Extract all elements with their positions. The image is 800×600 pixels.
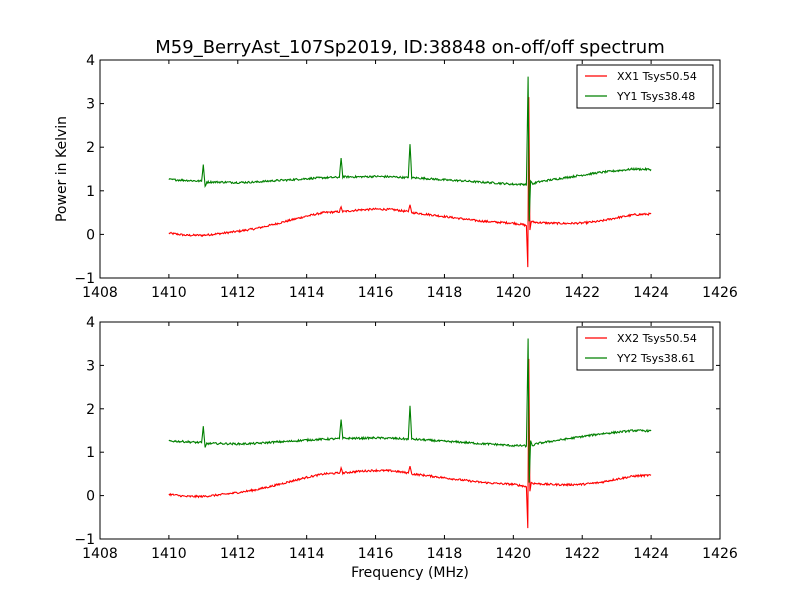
x-tick-label: 1420 xyxy=(496,546,532,562)
x-tick-label: 1424 xyxy=(633,546,669,562)
axes-frame xyxy=(99,321,721,540)
y-tick-label: 4 xyxy=(86,53,95,69)
x-tick-label: 1422 xyxy=(564,285,600,301)
x-tick-label: 1426 xyxy=(702,285,738,301)
y-tick-label: 2 xyxy=(86,140,95,156)
x-tick-label: 1416 xyxy=(358,285,394,301)
x-tick-label: 1408 xyxy=(82,546,118,562)
x-axis-label: Frequency (MHz) xyxy=(351,565,469,581)
y-tick-label: 3 xyxy=(86,358,95,374)
legend: XX2 Tsys50.54 YY2 Tsys38.61 xyxy=(576,326,714,371)
x-tick-label: 1416 xyxy=(358,546,394,562)
legend-label: YY1 Tsys38.48 xyxy=(616,90,695,103)
x-tick-label: 1408 xyxy=(82,285,118,301)
chart-title: M59_BerryAst_107Sp2019, ID:38848 on-off/… xyxy=(155,37,664,58)
series-line-yy1 xyxy=(168,76,652,222)
legend-label: YY2 Tsys38.61 xyxy=(616,352,695,365)
y-tick-label: −1 xyxy=(74,532,95,548)
legend-box xyxy=(576,64,714,109)
series-line-yy2 xyxy=(168,338,652,483)
x-tick-label: 1418 xyxy=(427,546,463,562)
x-tick-label: 1412 xyxy=(220,285,256,301)
x-tick-label: 1420 xyxy=(496,285,532,301)
panel-2: 1408 1410 1412 1414 1416 1418 1420 1422 1424 1426… xyxy=(74,315,738,562)
series-line-xx2 xyxy=(168,358,652,529)
y-tick-label: 0 xyxy=(86,489,95,505)
legend: XX1 Tsys50.54 YY1 Tsys38.48 xyxy=(576,64,714,109)
panel-1: 1408 1410 1412 1414 1416 1418 1420 1422 1424 1426… xyxy=(74,53,738,301)
y-tick-label: 3 xyxy=(86,97,95,113)
legend-box xyxy=(576,326,714,371)
x-tick-label: 1426 xyxy=(702,546,738,562)
y-axis-label: Power in Kelvin xyxy=(54,116,70,222)
x-tick-label: 1410 xyxy=(151,285,187,301)
x-tick-label: 1422 xyxy=(564,546,600,562)
y-tick-label: 4 xyxy=(86,315,95,331)
y-tick-label: 0 xyxy=(86,227,95,243)
x-tick-label: 1418 xyxy=(427,285,463,301)
y-tick-label: 1 xyxy=(86,445,95,461)
axes-frame xyxy=(99,59,721,279)
legend-label: XX1 Tsys50.54 xyxy=(617,70,697,83)
y-tick-label: 1 xyxy=(86,184,95,200)
y-tick-label: −1 xyxy=(74,271,95,287)
legend-label: XX2 Tsys50.54 xyxy=(617,332,697,345)
y-tick-label: 2 xyxy=(86,402,95,418)
x-tick-label: 1414 xyxy=(289,285,325,301)
x-tick-label: 1414 xyxy=(289,546,325,562)
series-line-xx1 xyxy=(168,97,652,268)
x-tick-label: 1410 xyxy=(151,546,187,562)
x-tick-label: 1412 xyxy=(220,546,256,562)
x-tick-label: 1424 xyxy=(633,285,669,301)
